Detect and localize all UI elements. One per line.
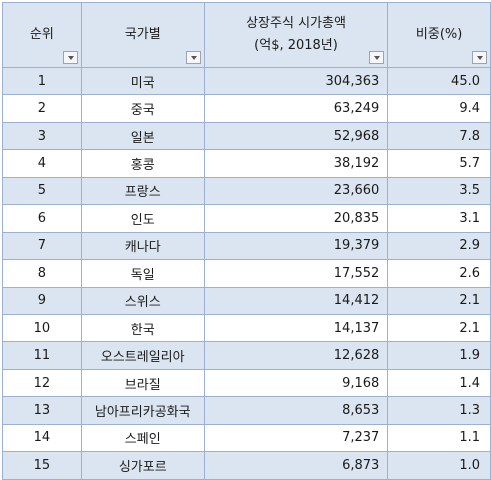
table-row: 13 남아프리카공화국 8,653 1.3 <box>2 396 491 425</box>
country-cell[interactable]: 독일 <box>80 259 205 288</box>
country-cell[interactable]: 오스트레일리아 <box>80 341 205 370</box>
rank-cell[interactable]: 7 <box>2 231 82 261</box>
header-rank: 순위 <box>2 2 82 68</box>
country-cell[interactable]: 중국 <box>80 94 205 123</box>
country-cell[interactable]: 일본 <box>80 121 205 151</box>
table-row: 11 오스트레일리아 12,628 1.9 <box>2 341 491 370</box>
rank-cell[interactable]: 15 <box>2 451 82 480</box>
share-cell[interactable]: 2.9 <box>387 231 491 261</box>
filter-dropdown-icon[interactable] <box>472 51 487 64</box>
share-cell[interactable]: 2.1 <box>387 286 491 315</box>
market-cap-cell[interactable]: 20,835 <box>203 204 389 233</box>
rank-cell[interactable]: 10 <box>2 313 82 343</box>
market-cap-cell[interactable]: 12,628 <box>203 341 389 370</box>
table-row: 5 프랑스 23,660 3.5 <box>2 176 491 206</box>
share-cell[interactable]: 1.1 <box>387 423 491 453</box>
share-cell[interactable]: 3.5 <box>387 176 491 206</box>
header-market-cap-unit: (억$, 2018년) <box>254 38 338 53</box>
share-cell[interactable]: 5.7 <box>387 149 491 178</box>
header-country-label: 국가별 <box>124 27 161 42</box>
country-cell[interactable]: 미국 <box>80 66 205 96</box>
table-row: 15 싱가포르 6,873 1.0 <box>2 451 491 480</box>
market-cap-cell[interactable]: 304,363 <box>203 66 389 96</box>
country-cell[interactable]: 브라질 <box>80 368 205 398</box>
country-cell[interactable]: 캐나다 <box>80 231 205 261</box>
market-cap-cell[interactable]: 14,137 <box>203 313 389 343</box>
rank-cell[interactable]: 14 <box>2 423 82 453</box>
share-cell[interactable]: 7.8 <box>387 121 491 151</box>
share-cell[interactable]: 2.6 <box>387 259 491 288</box>
share-cell[interactable]: 45.0 <box>387 66 491 96</box>
table-row: 2 중국 63,249 9.4 <box>2 94 491 123</box>
rank-cell[interactable]: 13 <box>2 396 82 425</box>
market-cap-cell[interactable]: 7,237 <box>203 423 389 453</box>
filter-dropdown-icon[interactable] <box>62 51 78 64</box>
header-row: 순위 국가별 상장주식 시가총액 (억$, 2018년) 비중(%) <box>2 2 491 68</box>
rank-cell[interactable]: 3 <box>2 121 82 151</box>
table-row: 7 캐나다 19,379 2.9 <box>2 231 491 261</box>
country-cell[interactable]: 한국 <box>80 313 205 343</box>
header-market-cap-label: 상장주식 시가총액 <box>246 16 346 31</box>
table-row: 9 스위스 14,412 2.1 <box>2 286 491 315</box>
rank-cell[interactable]: 9 <box>2 286 82 315</box>
header-country: 국가별 <box>80 2 205 68</box>
share-cell[interactable]: 1.9 <box>387 341 491 370</box>
country-cell[interactable]: 스페인 <box>80 423 205 453</box>
header-share: 비중(%) <box>387 2 491 68</box>
country-cell[interactable]: 프랑스 <box>80 176 205 206</box>
share-cell[interactable]: 1.4 <box>387 368 491 398</box>
share-cell[interactable]: 3.1 <box>387 204 491 233</box>
country-cell[interactable]: 인도 <box>80 204 205 233</box>
table-row: 8 독일 17,552 2.6 <box>2 259 491 288</box>
table-row: 6 인도 20,835 3.1 <box>2 204 491 233</box>
share-cell[interactable]: 2.1 <box>387 313 491 343</box>
market-cap-cell[interactable]: 14,412 <box>203 286 389 315</box>
share-cell[interactable]: 1.0 <box>387 451 491 480</box>
table-row: 12 브라질 9,168 1.4 <box>2 368 491 398</box>
market-cap-cell[interactable]: 6,873 <box>203 451 389 480</box>
rank-cell[interactable]: 4 <box>2 149 82 178</box>
rank-cell[interactable]: 8 <box>2 259 82 288</box>
rank-cell[interactable]: 2 <box>2 94 82 123</box>
filter-dropdown-icon[interactable] <box>369 51 385 64</box>
table-row: 4 홍콩 38,192 5.7 <box>2 149 491 178</box>
country-cell[interactable]: 남아프리카공화국 <box>80 396 205 425</box>
share-cell[interactable]: 1.3 <box>387 396 491 425</box>
market-cap-cell[interactable]: 17,552 <box>203 259 389 288</box>
rank-cell[interactable]: 6 <box>2 204 82 233</box>
market-cap-cell[interactable]: 9,168 <box>203 368 389 398</box>
rank-cell[interactable]: 12 <box>2 368 82 398</box>
market-cap-cell[interactable]: 52,968 <box>203 121 389 151</box>
table-row: 1 미국 304,363 45.0 <box>2 66 491 96</box>
header-market-cap: 상장주식 시가총액 (억$, 2018년) <box>203 2 389 68</box>
share-cell[interactable]: 9.4 <box>387 94 491 123</box>
filter-dropdown-icon[interactable] <box>185 51 201 64</box>
table-row: 10 한국 14,137 2.1 <box>2 313 491 343</box>
market-cap-cell[interactable]: 63,249 <box>203 94 389 123</box>
country-cell[interactable]: 홍콩 <box>80 149 205 178</box>
table-body: 1 미국 304,363 45.0 2 중국 63,249 9.4 3 일본 52,968 7.8 4 홍… <box>2 66 491 480</box>
rank-cell[interactable]: 1 <box>2 66 82 96</box>
rank-cell[interactable]: 5 <box>2 176 82 206</box>
market-cap-cell[interactable]: 19,379 <box>203 231 389 261</box>
header-share-label: 비중(%) <box>415 27 463 42</box>
country-cell[interactable]: 싱가포르 <box>80 451 205 480</box>
table-row: 14 스페인 7,237 1.1 <box>2 423 491 453</box>
market-cap-cell[interactable]: 8,653 <box>203 396 389 425</box>
market-cap-cell[interactable]: 23,660 <box>203 176 389 206</box>
market-cap-cell[interactable]: 38,192 <box>203 149 389 178</box>
header-rank-label: 순위 <box>29 27 54 42</box>
table-row: 3 일본 52,968 7.8 <box>2 121 491 151</box>
country-cell[interactable]: 스위스 <box>80 286 205 315</box>
rank-cell[interactable]: 11 <box>2 341 82 370</box>
